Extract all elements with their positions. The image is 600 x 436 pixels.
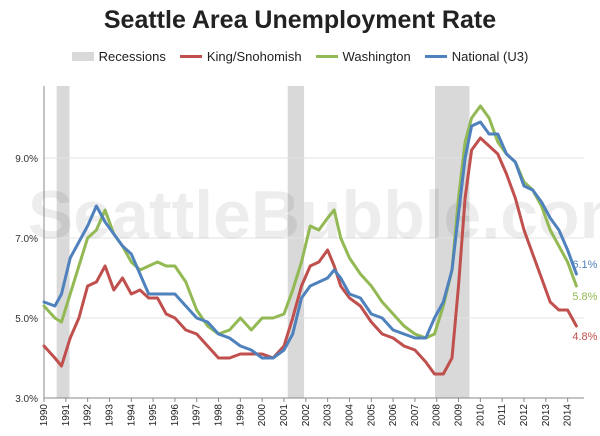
chart-legend: Recessions King/Snohomish Washington Nat… (0, 49, 600, 64)
x-tick-label: 1992 (83, 404, 94, 427)
y-tick-label: 9.0% (15, 154, 38, 165)
x-tick-label: 2007 (410, 404, 421, 427)
legend-label-king-snohomish: King/Snohomish (206, 49, 302, 64)
x-tick-label: 1999 (235, 404, 246, 427)
x-tick-label: 1998 (214, 404, 225, 427)
y-tick-label: 7.0% (15, 234, 38, 245)
legend-label-recessions: Recessions (98, 49, 166, 64)
x-tick-label: 2000 (257, 404, 268, 427)
x-tick-label: 2003 (323, 404, 334, 427)
legend-swatch-national (424, 55, 447, 58)
legend-label-national: National (U3) (451, 49, 529, 64)
x-tick-label: 1997 (192, 404, 203, 427)
series-line-national-u3- (42, 120, 578, 360)
legend-item-king-snohomish: King/Snohomish (179, 49, 302, 64)
x-tick-label: 1993 (104, 404, 115, 427)
x-tick-label: 1995 (148, 404, 159, 427)
series-end-label: 5.8% (572, 291, 597, 303)
legend-swatch-king-snohomish (179, 55, 202, 58)
x-tick-label: 2009 (454, 404, 465, 427)
series-line-king-snohomish (42, 136, 578, 376)
y-tick-label: 3.0% (15, 394, 38, 405)
x-tick-label: 2012 (519, 404, 530, 427)
x-tick-label: 2008 (432, 404, 443, 427)
x-tick-label: 2005 (366, 404, 377, 427)
x-tick-label: 2001 (279, 404, 290, 427)
legend-item-national: National (U3) (424, 49, 529, 64)
x-tick-label: 2010 (475, 404, 486, 427)
legend-label-washington: Washington (342, 49, 411, 64)
watermark-text: SeattleBubble.com (28, 177, 600, 253)
legend-item-recessions: Recessions (71, 49, 166, 64)
x-tick-label: 1994 (126, 404, 137, 427)
x-tick-label: 1990 (39, 404, 50, 427)
series-end-label: 4.8% (572, 331, 597, 343)
x-tick-label: 1996 (170, 404, 181, 427)
x-tick-label: 2014 (563, 404, 574, 427)
x-tick-label: 1991 (61, 404, 72, 427)
legend-item-washington: Washington (315, 49, 411, 64)
x-tick-label: 2011 (497, 404, 508, 426)
x-tick-label: 2013 (541, 404, 552, 427)
x-tick-label: 2004 (344, 404, 355, 427)
y-tick-label: 5.0% (15, 314, 38, 325)
legend-swatch-recessions (71, 52, 94, 61)
series-line-washington (42, 104, 578, 340)
x-tick-label: 2006 (388, 404, 399, 427)
x-tick-label: 2002 (301, 404, 312, 427)
chart-title: Seattle Area Unemployment Rate (103, 6, 497, 34)
series-end-label: 6.1% (572, 259, 597, 271)
legend-swatch-washington (315, 55, 338, 58)
